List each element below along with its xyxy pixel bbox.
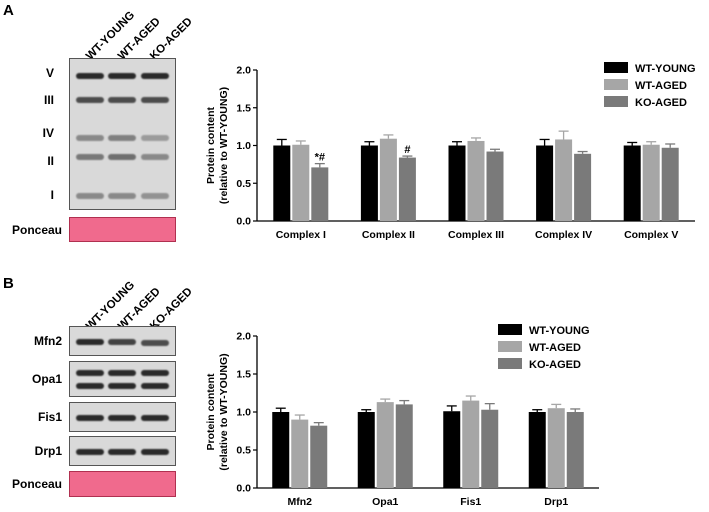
y-axis-label-2: (relative to WT-YOUNG)	[218, 353, 230, 470]
x-tick-label: Mfn2	[288, 496, 313, 508]
y-tick-label: 0.5	[236, 445, 251, 457]
panel-a-blot	[69, 58, 176, 210]
bar	[291, 419, 309, 488]
complex-ii-label: II	[47, 154, 54, 168]
mfn2-blot	[69, 326, 176, 356]
y-tick-label: 1.5	[236, 102, 251, 114]
y-tick-label: 2.0	[236, 65, 251, 77]
x-tick-label: Opa1	[372, 496, 398, 508]
y-tick-label: 0.0	[236, 483, 251, 495]
bar	[661, 147, 679, 221]
bar	[481, 409, 499, 488]
y-tick-label: 1.5	[236, 369, 251, 381]
drp1-label: Drp1	[34, 444, 62, 458]
y-axis-label: Protein content	[205, 107, 217, 185]
y-axis-label: Protein content	[205, 373, 217, 451]
bar	[555, 139, 573, 221]
x-tick-label: Complex V	[624, 229, 678, 241]
chart-a: 0.0 0.5 1.0 1.5 2.0 Protein content (relative …	[205, 62, 696, 241]
bar	[566, 412, 584, 488]
bar	[311, 167, 329, 221]
bar	[642, 144, 660, 221]
bar	[443, 411, 461, 488]
legend-swatch	[498, 341, 522, 352]
bar	[467, 140, 485, 221]
bar	[395, 404, 413, 488]
legend-label: KO-AGED	[635, 97, 687, 109]
bar	[486, 151, 504, 221]
complex-i-label: I	[50, 188, 54, 202]
chart-b: 0.0 0.5 1.0 1.5 2.0 Protein content (relative …	[205, 324, 599, 508]
y-tick-label: 1.0	[236, 407, 251, 419]
bar	[574, 153, 592, 221]
y-tick-label: 2.0	[236, 331, 251, 343]
bar	[536, 145, 554, 221]
x-tick-label: Complex I	[276, 229, 326, 241]
complex-v-label: V	[45, 66, 54, 80]
bar	[379, 138, 397, 221]
x-tick-label: Drp1	[544, 496, 568, 508]
panel-a-ponceau-label: Ponceau	[11, 223, 62, 237]
legend-label: WT-YOUNG	[529, 325, 590, 337]
bar	[398, 157, 416, 221]
drp1-blot	[69, 436, 176, 466]
y-axis-label-2: (relative to WT-YOUNG)	[218, 87, 230, 204]
bar	[547, 408, 565, 488]
complex-iv-label: IV	[42, 126, 54, 140]
mfn2-label: Mfn2	[34, 334, 62, 348]
y-tick-label: 1.0	[236, 140, 251, 152]
x-tick-label: Complex III	[448, 229, 504, 241]
bar	[623, 145, 641, 221]
panel-a-ponceau-strip	[69, 217, 176, 242]
legend-swatch	[604, 62, 628, 73]
bar	[528, 412, 546, 488]
panel-a-letter: A	[3, 2, 14, 19]
bar	[357, 412, 375, 488]
significance-annotation: #	[404, 144, 410, 156]
x-tick-label: Complex IV	[535, 229, 592, 241]
bar	[272, 412, 290, 488]
panel-b-ponceau-label: Ponceau	[11, 477, 62, 491]
legend-swatch	[604, 96, 628, 107]
legend-label: KO-AGED	[529, 359, 581, 371]
bar	[310, 425, 328, 488]
bar	[376, 402, 394, 488]
complex-iii-label: III	[43, 93, 54, 107]
opa1-blot	[69, 361, 176, 397]
legend-label: WT-YOUNG	[635, 63, 696, 75]
bar	[292, 144, 310, 221]
bar	[360, 145, 378, 221]
legend-label: WT-AGED	[635, 80, 687, 92]
legend-label: WT-AGED	[529, 342, 581, 354]
y-tick-label: 0.5	[236, 178, 251, 190]
fis1-label: Fis1	[37, 410, 62, 424]
legend-swatch	[498, 358, 522, 369]
panel-b-ponceau-strip	[69, 471, 176, 497]
bar	[273, 145, 291, 221]
significance-annotation: *#	[315, 152, 325, 164]
legend-swatch	[498, 324, 522, 335]
bar	[462, 400, 480, 488]
panel-b-letter: B	[3, 275, 14, 292]
opa1-label: Opa1	[31, 372, 62, 386]
y-tick-label: 0.0	[236, 216, 251, 228]
x-tick-label: Fis1	[460, 496, 481, 508]
legend-swatch	[604, 79, 628, 90]
bar	[448, 145, 466, 221]
fis1-blot	[69, 402, 176, 432]
x-tick-label: Complex II	[362, 229, 415, 241]
